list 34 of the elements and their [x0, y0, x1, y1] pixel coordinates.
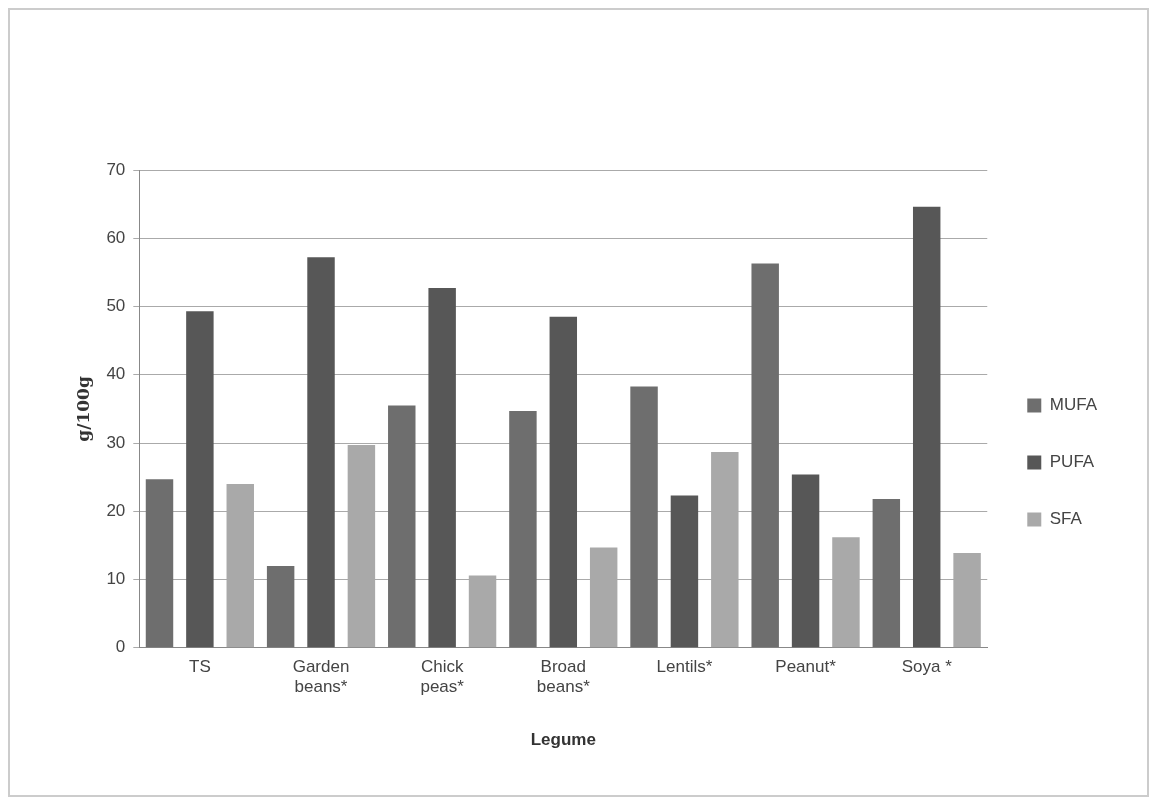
legend-label: SFA [1049, 509, 1083, 529]
y-tick-label: 70 [106, 159, 126, 179]
bar [186, 311, 214, 648]
bar [630, 386, 658, 648]
bar [509, 410, 537, 648]
y-tick-label: 40 [106, 364, 126, 384]
bar [266, 565, 295, 648]
y-tick-label: 50 [106, 296, 126, 316]
y-axis-title: g/100g [72, 376, 93, 442]
y-tick-label: 60 [106, 227, 126, 247]
bar [872, 499, 901, 648]
y-tick-label: 20 [106, 500, 126, 520]
x-tick-label: Broad beans* [536, 656, 591, 697]
x-tick-label: Garden beans* [292, 656, 350, 697]
bar [428, 288, 456, 648]
y-tick-label: 10 [106, 569, 126, 589]
legend-label: PUFA [1049, 452, 1095, 472]
bar [388, 405, 416, 648]
y-tick-label: 30 [106, 432, 126, 452]
x-tick-label: Chick peas* [420, 656, 465, 697]
bar [751, 263, 779, 648]
bar [549, 316, 578, 648]
bar [791, 474, 820, 648]
bar [145, 479, 174, 648]
y-tick-label: 0 [115, 637, 126, 657]
x-axis-title: Legume [530, 730, 596, 750]
x-tick-label: Peanut* [775, 656, 837, 676]
x-tick-label: Soya * [901, 656, 953, 676]
bar [307, 257, 335, 648]
bar [670, 495, 699, 648]
x-tick-label: Lentils* [656, 656, 713, 676]
x-tick-label: TS [189, 656, 211, 676]
bar [912, 206, 941, 648]
legend-label: MUFA [1049, 395, 1098, 415]
